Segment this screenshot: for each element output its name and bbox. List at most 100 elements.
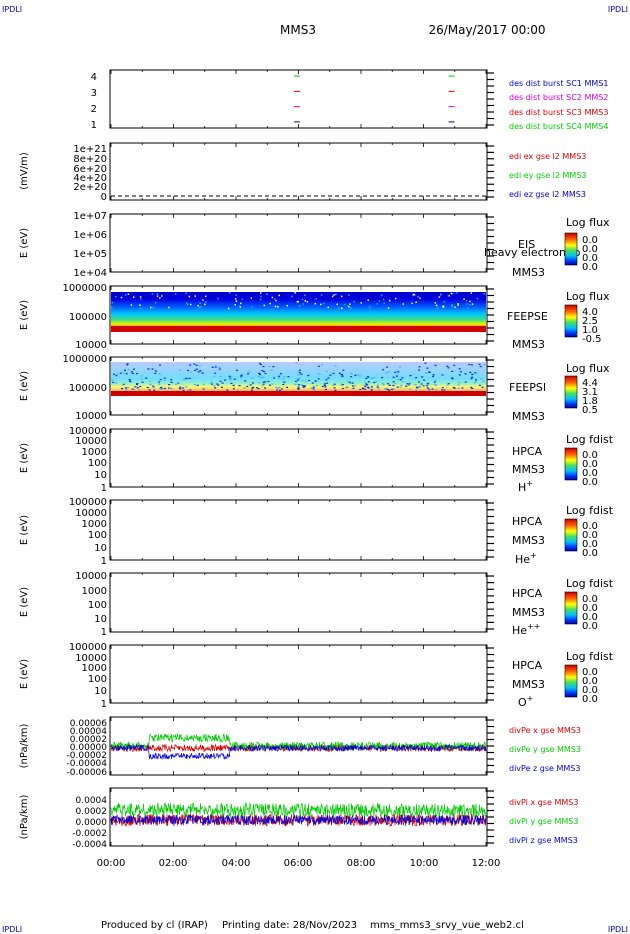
feepsi-pixel [119, 372, 122, 374]
divpi-y-tick: -0.0002 [72, 829, 107, 839]
feepsi-pixel [451, 370, 454, 372]
feepse-pixel [451, 305, 453, 308]
feepse-pixel [228, 292, 231, 294]
feepsi-pixel [340, 383, 343, 385]
feepse-pixel [204, 303, 206, 306]
feepsi-colorbar [564, 375, 578, 409]
hpca-hepp-colorbar [564, 591, 578, 625]
eis-colorbar [564, 232, 578, 266]
feepsi-pixel [441, 389, 444, 391]
feepsi-pixel [385, 372, 388, 374]
feepsi-pixel [471, 376, 474, 378]
edi-legend-y: edi ey gse l2 MMS3 [509, 171, 587, 180]
feepse-pixel [140, 307, 142, 310]
feepse-pixel [466, 307, 469, 309]
time-tick-label: 06:00 [284, 858, 313, 869]
eis-y-axis: 1e+07 1e+06 1e+05 1e+04 [73, 211, 107, 279]
feepsi-pixel [304, 385, 307, 387]
feepsi-pixel [128, 380, 131, 382]
feepse-pixel [376, 303, 378, 305]
feepsi-pixel [364, 388, 367, 390]
feepse-pixel [337, 307, 340, 309]
hpca-hepp-y-tick: 100 [88, 600, 107, 611]
feepsi-pixel [414, 384, 417, 386]
feepsi-pixel [316, 385, 319, 387]
feepsi-pixel [278, 389, 281, 391]
feepsi-pixel [295, 362, 298, 364]
hpca-o-instrument-label: HPCA [512, 659, 543, 672]
edi-y-axis: 1e+21 8e+20 6e+20 4e+20 2e+20 0 [73, 144, 107, 203]
feepsi-pixel [278, 386, 281, 388]
feepsi-pixel [365, 383, 368, 385]
feepsi-pixel [270, 369, 273, 371]
divpe-legend: divPe x gse MMS3 divPe y gse MMS3 divPe … [509, 726, 581, 773]
plot-date: 26/May/2017 00:00 [428, 23, 545, 37]
feepsi-pixel [480, 378, 483, 380]
feepsi-pixel [122, 383, 125, 385]
feepse-pixel [333, 294, 335, 296]
feepsi-pixel [416, 387, 419, 389]
feepse-pixel [457, 303, 459, 305]
divpe-y-tick: -0.00006 [67, 768, 108, 778]
axis-ticks [110, 70, 494, 846]
feepsi-pixel [300, 373, 303, 375]
feepsi-pixel [240, 377, 243, 379]
time-tick-label: 04:00 [222, 858, 251, 869]
feepsi-pixel [152, 387, 155, 389]
feepsi-pixel [434, 364, 437, 367]
divpe-y-tick: -0.00002 [67, 751, 107, 761]
feepsi-pixel [365, 384, 368, 386]
feepsi-pixel [282, 381, 285, 383]
feepse-pixel [266, 293, 268, 295]
feepsi-pixel [251, 377, 254, 379]
feepse-pixel [274, 305, 277, 308]
feepsi-pixel [312, 388, 315, 390]
feepsi-pixel [112, 381, 115, 384]
feepsi-pixel [297, 371, 300, 373]
hpca-he-y-tick: 1 [101, 556, 107, 567]
feepsi-pixel [199, 370, 202, 372]
feepsi-pixel [170, 379, 173, 381]
feepsi-pixel [426, 384, 429, 386]
feepsi-pixel [381, 376, 384, 379]
feepse-pixel [198, 306, 200, 309]
feepsi-pixel [218, 368, 221, 370]
feepsi-pixel [258, 382, 261, 384]
feepsi-pixel [113, 373, 116, 375]
feepse-pixel [394, 297, 397, 300]
feepse-pixel [217, 297, 219, 300]
divpi-y-tick: 0.0002 [76, 807, 108, 817]
feepsi-pixel [158, 383, 161, 385]
feepsi-pixel [126, 364, 129, 366]
hpca-o-y-tick: 1000 [82, 663, 107, 674]
feepsi-pixel [317, 365, 320, 367]
feepsi-pixel [297, 388, 300, 390]
feepse-pixel [340, 295, 343, 298]
feepsi-pixel [197, 371, 200, 373]
feepsi-pixel [232, 388, 235, 390]
feepsi-pixel [318, 373, 321, 375]
feepse-y-label: E (eV) [19, 300, 30, 330]
feepse-instrument-label: FEEPSE [507, 310, 548, 323]
feepsi-pixel [334, 365, 337, 367]
edi-y-tick: 6e+20 [73, 164, 107, 175]
feepsi-pixel [194, 369, 197, 372]
feepsi-pixel [298, 369, 301, 371]
feepsi-pixel [217, 384, 220, 386]
feepsi-pixel [302, 386, 305, 388]
feepsi-pixel [387, 389, 390, 391]
feepsi-pixel [381, 382, 384, 385]
feepsi-pixel [388, 384, 391, 386]
feepsi-pixel [416, 386, 419, 388]
feepsi-pixel [252, 386, 255, 389]
feepse-pixel [440, 293, 442, 296]
hpca-hepp-colorbar-tick: 0.0 [582, 612, 598, 623]
feepsi-pixel [382, 383, 385, 386]
feepse-pixel [437, 307, 439, 309]
feepsi-pixel [154, 372, 157, 374]
feepsi-pixel [370, 389, 373, 391]
feepsi-pixel [133, 388, 136, 391]
feepse-pixel [159, 297, 161, 299]
feepse-pixel [239, 306, 242, 308]
feepsi-pixel [478, 363, 481, 365]
